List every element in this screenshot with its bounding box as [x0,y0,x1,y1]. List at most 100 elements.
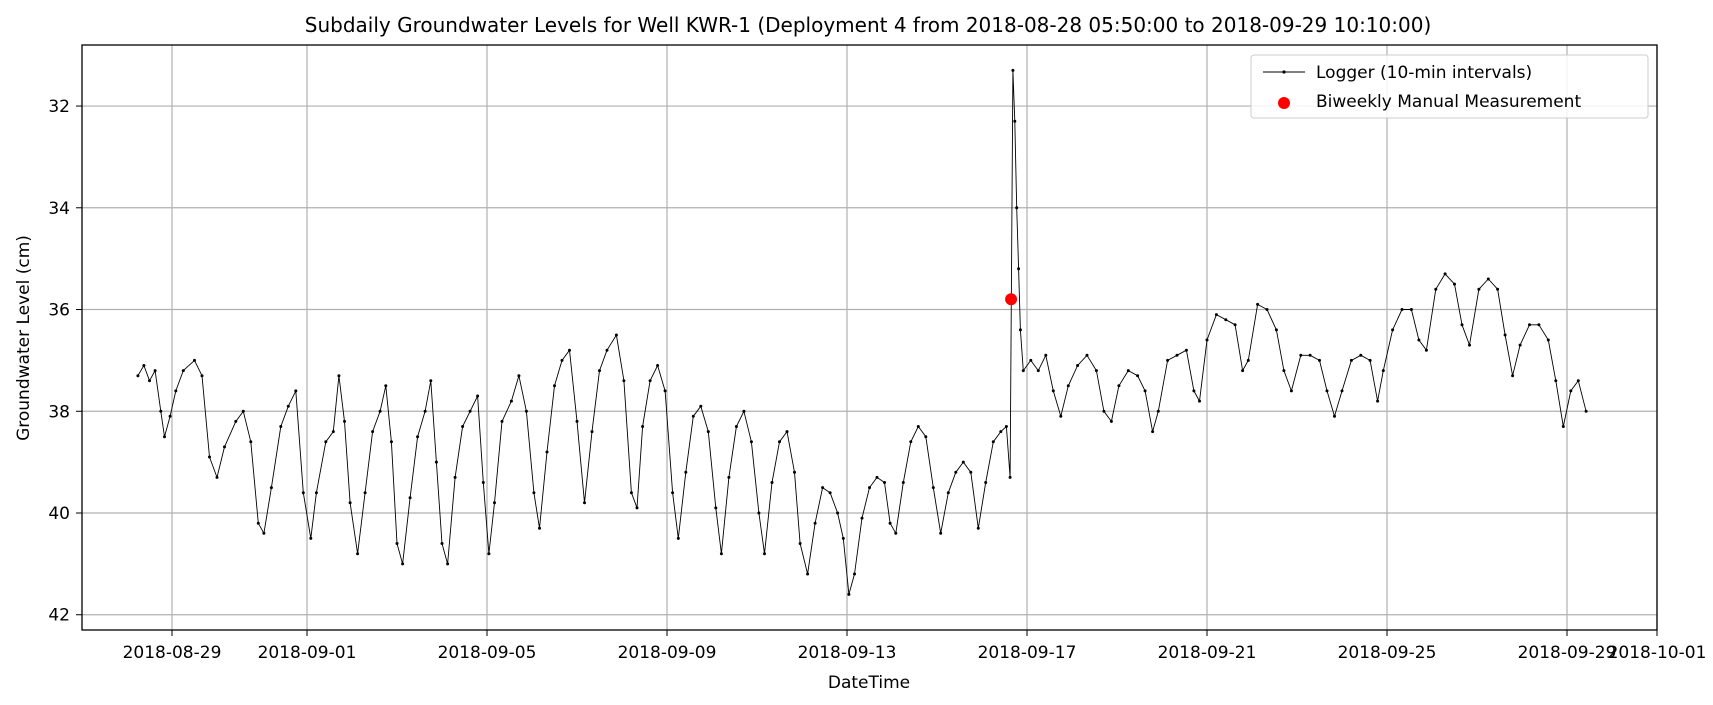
logger-point [828,491,832,495]
logger-point [1241,369,1245,373]
logger-point [1376,399,1380,403]
logger-point [656,364,660,367]
logger-point [961,460,965,464]
logger-point [249,440,253,444]
logger-point [1477,287,1481,291]
logger-point [560,358,564,362]
logger-point [553,384,556,388]
logger-point [798,542,802,545]
logger-point [324,440,328,444]
logger-point [663,389,667,393]
logger-point [468,409,472,413]
logger-point [1333,414,1336,418]
logger-point [1085,353,1089,357]
logger-point [136,374,140,378]
logger-point [605,348,609,352]
logger-point [1518,343,1522,347]
series-logger-points [136,68,1588,596]
logger-point [487,552,491,556]
logger-point [1076,364,1080,367]
logger-point [1109,419,1113,423]
logger-point [1044,353,1048,357]
logger-point [1051,389,1055,393]
logger-point [991,440,995,444]
logger-point [1584,409,1588,413]
logger-point [785,430,789,434]
logger-point [999,430,1003,434]
logger-point [641,425,645,428]
logger-point [894,531,898,535]
logger-point [1443,272,1447,276]
logger-point [142,364,146,367]
logger-point [821,486,825,490]
y-tick-label: 36 [48,301,70,321]
logger-point [163,435,166,439]
logger-point [1381,369,1385,373]
logger-point [671,491,675,495]
logger-point [770,481,774,484]
logger-point [1198,399,1201,403]
logger-point [778,440,781,444]
logger-point [401,562,405,566]
logger-point [1224,318,1228,322]
logger-point [153,369,157,373]
logger-point [1299,353,1303,357]
logger-point [1066,384,1070,388]
logger-point [1391,328,1395,332]
logger-point [916,425,920,428]
logger-point [371,430,375,434]
logger-point [1325,389,1329,393]
logger-point [1018,328,1022,332]
x-tick-label: 2018-09-21 [1158,643,1257,663]
logger-point [1205,338,1209,342]
logger-point [1486,277,1490,281]
legend-manual-marker [1278,97,1290,109]
logger-point [408,496,412,500]
logger-point [763,552,766,556]
logger-point [294,389,298,393]
logger-point [256,521,260,525]
logger-point [286,404,290,408]
logger-point [793,470,796,474]
logger-point [1576,379,1580,383]
logger-point [1359,353,1363,357]
logger-point [1308,353,1312,357]
x-axis-ticks: 2018-08-29 2018-09-01 2018-09-05 2018-09-09… [123,630,1706,663]
logger-point [684,470,688,474]
logger-point [1265,308,1269,311]
logger-point [545,450,549,454]
logger-point [395,542,399,545]
chart-title: Subdaily Groundwater Levels for Well KWR… [305,13,1432,37]
logger-point [749,440,753,444]
x-tick-label: 2018-09-17 [978,643,1077,663]
logger-point [1094,369,1098,373]
logger-point [423,409,427,413]
logger-point [590,430,594,434]
axes-frame [81,44,1658,631]
logger-point [924,435,928,439]
legend-box [1250,54,1649,119]
logger-point [648,379,652,383]
legend-logger-marker [1282,70,1286,74]
logger-point [429,379,433,383]
logger-point [598,369,601,373]
logger-point [714,506,718,510]
logger-point [676,536,680,540]
legend: Logger (10-min intervals) Biweekly Manua… [1250,54,1649,119]
logger-point [1017,267,1021,271]
x-tick-label: 2018-09-29 [1518,643,1617,663]
logger-point [1175,353,1179,357]
logger-point [1289,389,1293,393]
logger-point [1400,308,1404,311]
logger-point [356,552,360,556]
logger-point [500,419,504,423]
logger-point [1453,282,1456,286]
logger-point [538,526,541,530]
logger-point [1318,358,1321,362]
logger-point [883,481,886,484]
logger-point [1546,338,1550,342]
logger-point [1368,358,1372,362]
logger-point [331,430,335,434]
logger-point [476,394,480,398]
logger-point [481,481,485,484]
